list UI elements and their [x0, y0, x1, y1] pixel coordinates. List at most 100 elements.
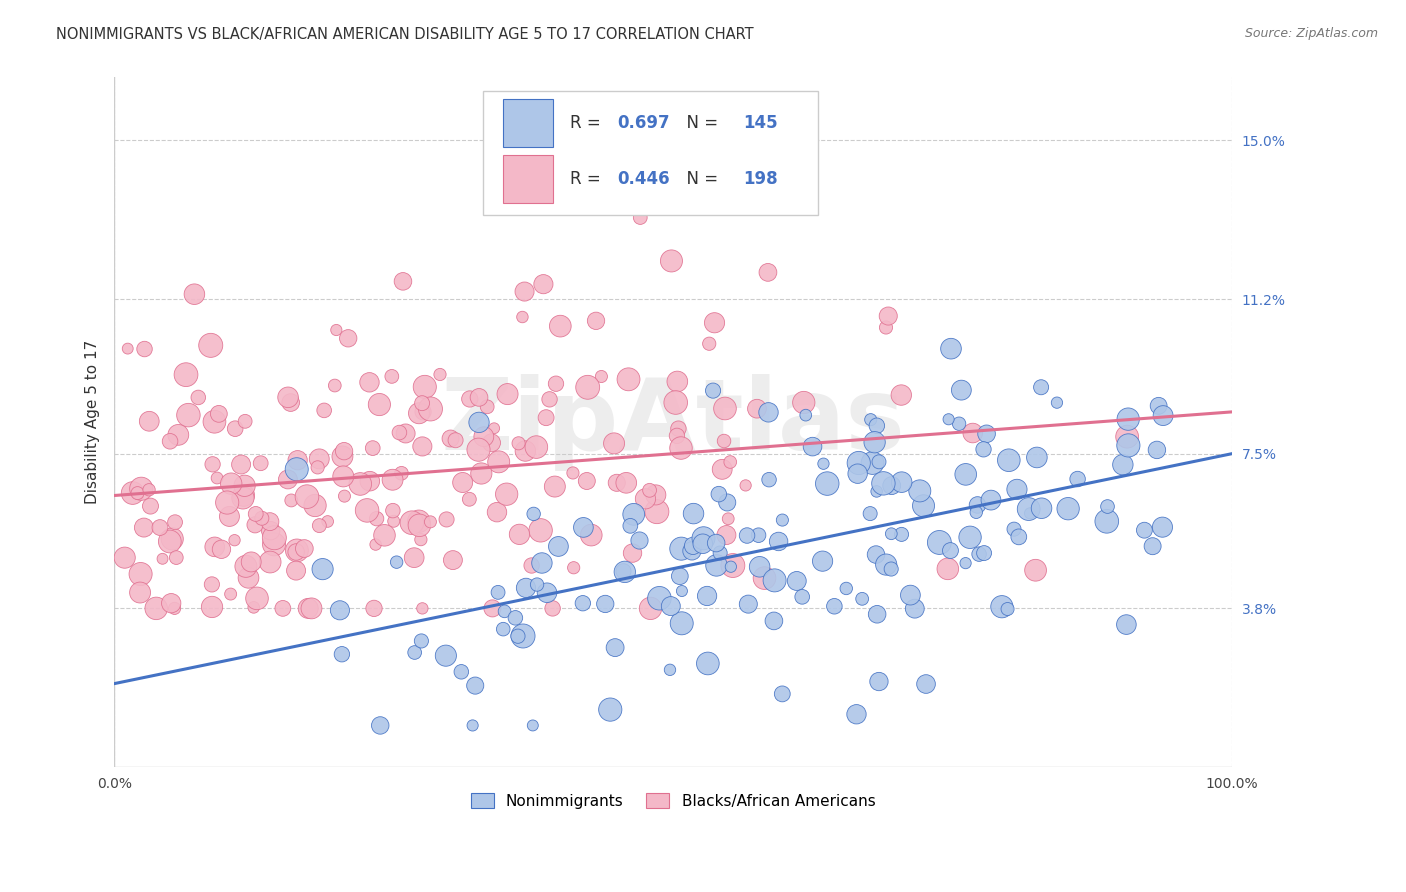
- Point: [714, 401, 737, 416]
- Point: [813, 457, 835, 471]
- Point: [304, 499, 326, 513]
- Point: [411, 396, 433, 410]
- Point: [792, 590, 814, 604]
- Point: [661, 254, 683, 268]
- Point: [472, 430, 495, 444]
- Point: [436, 512, 458, 526]
- Point: [758, 405, 780, 419]
- Point: [1046, 395, 1069, 409]
- Point: [581, 528, 603, 542]
- Point: [561, 466, 583, 480]
- Point: [201, 599, 224, 614]
- Point: [544, 479, 567, 493]
- FancyBboxPatch shape: [503, 154, 554, 203]
- Point: [382, 514, 405, 528]
- Text: ZipAtlas: ZipAtlas: [440, 374, 905, 471]
- Point: [381, 503, 404, 517]
- Point: [204, 415, 226, 429]
- Point: [973, 546, 995, 560]
- Point: [391, 467, 413, 481]
- Point: [603, 436, 626, 450]
- Point: [575, 474, 598, 488]
- Point: [890, 388, 912, 402]
- Point: [718, 455, 741, 469]
- Point: [401, 516, 423, 530]
- Point: [260, 524, 283, 538]
- Text: 198: 198: [744, 169, 778, 188]
- Point: [1008, 530, 1031, 544]
- Point: [612, 564, 634, 578]
- Text: N =: N =: [676, 169, 724, 188]
- Point: [541, 601, 564, 615]
- Point: [408, 518, 430, 533]
- Point: [606, 475, 628, 490]
- Point: [174, 368, 197, 382]
- Point: [450, 665, 472, 679]
- Point: [330, 647, 353, 661]
- Point: [429, 368, 451, 382]
- Point: [243, 517, 266, 532]
- Point: [1057, 501, 1080, 516]
- Point: [363, 601, 385, 615]
- Point: [1018, 502, 1040, 516]
- Point: [468, 391, 491, 405]
- Point: [464, 679, 486, 693]
- Point: [242, 600, 264, 615]
- Point: [912, 499, 935, 513]
- Point: [1116, 412, 1139, 426]
- Point: [696, 589, 718, 603]
- Point: [388, 425, 411, 440]
- Point: [665, 429, 688, 443]
- Point: [486, 585, 509, 599]
- Point: [1097, 500, 1119, 514]
- Point: [114, 550, 136, 565]
- Point: [669, 569, 692, 583]
- Point: [121, 486, 143, 500]
- Point: [329, 603, 352, 617]
- Point: [973, 442, 995, 457]
- Point: [470, 467, 492, 481]
- Point: [880, 478, 903, 492]
- Point: [959, 530, 981, 544]
- Point: [735, 528, 758, 542]
- Point: [394, 426, 416, 441]
- Point: [441, 553, 464, 567]
- Point: [671, 616, 693, 631]
- Point: [373, 528, 395, 542]
- Point: [659, 599, 682, 613]
- Point: [187, 391, 209, 405]
- Point: [238, 571, 260, 585]
- Point: [614, 475, 637, 490]
- Point: [233, 479, 256, 493]
- Text: N =: N =: [676, 114, 724, 132]
- Point: [361, 441, 384, 455]
- Point: [492, 622, 515, 636]
- Point: [129, 585, 152, 599]
- Point: [138, 414, 160, 428]
- Point: [217, 495, 239, 509]
- Point: [640, 601, 662, 615]
- Point: [259, 555, 281, 569]
- Point: [966, 498, 988, 512]
- Point: [201, 458, 224, 472]
- Point: [666, 375, 689, 389]
- Point: [513, 285, 536, 299]
- Point: [603, 640, 626, 655]
- Point: [770, 687, 793, 701]
- Point: [1116, 430, 1139, 444]
- Point: [628, 211, 651, 225]
- Point: [218, 509, 240, 524]
- Point: [682, 539, 704, 553]
- Point: [692, 537, 714, 551]
- Point: [572, 520, 595, 534]
- Point: [696, 657, 718, 671]
- Point: [411, 634, 433, 648]
- Point: [368, 718, 391, 732]
- Point: [591, 369, 613, 384]
- Point: [890, 527, 912, 541]
- Point: [385, 555, 408, 569]
- Point: [682, 507, 704, 521]
- Point: [763, 574, 786, 588]
- Point: [177, 408, 200, 422]
- Point: [644, 488, 666, 502]
